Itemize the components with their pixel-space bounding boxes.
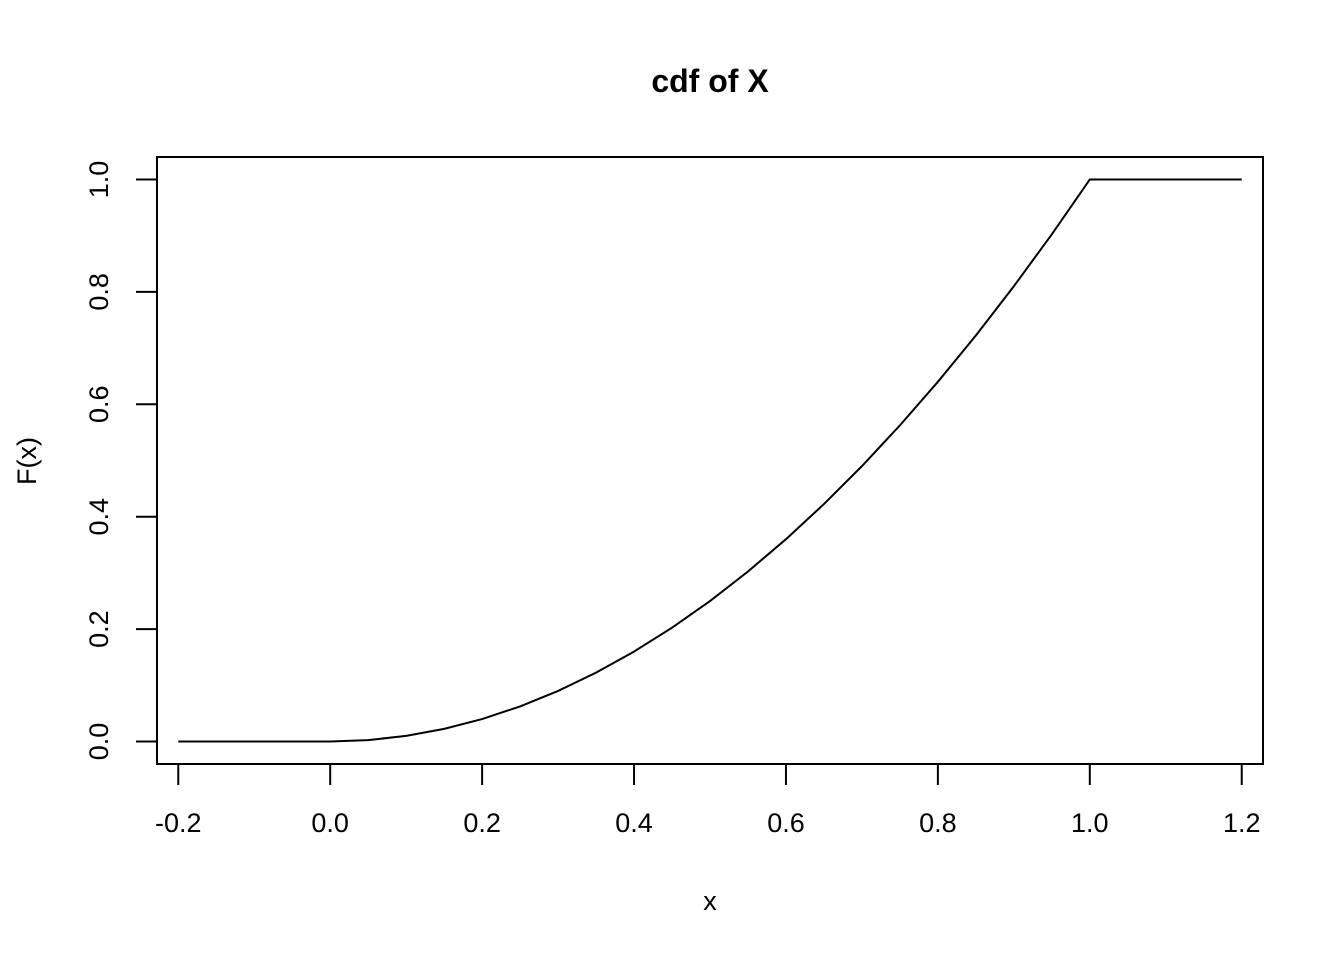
y-tick-label: 0.0 bbox=[84, 723, 114, 761]
x-axis-label: x bbox=[703, 886, 717, 916]
y-tick-label: 1.0 bbox=[84, 161, 114, 199]
y-tick-label: 0.8 bbox=[84, 273, 114, 311]
x-tick-label: 1.2 bbox=[1223, 808, 1261, 838]
plot-frame bbox=[156, 156, 1264, 765]
x-tick-label: 0.0 bbox=[311, 808, 349, 838]
y-tick-label: 0.4 bbox=[84, 498, 114, 536]
x-tick-label: 0.4 bbox=[615, 808, 653, 838]
y-axis-label: F(x) bbox=[12, 437, 42, 485]
y-axis: 0.0 0.2 0.4 0.6 0.8 1.0 bbox=[84, 161, 158, 761]
x-tick-label: 1.0 bbox=[1071, 808, 1109, 838]
x-tick-label: -0.2 bbox=[155, 808, 202, 838]
chart-title: cdf of X bbox=[651, 63, 769, 99]
x-axis: -0.2 0.0 0.2 0.4 0.6 0.8 1.0 1.2 bbox=[155, 763, 1261, 838]
x-tick-label: 0.8 bbox=[919, 808, 957, 838]
x-tick-label: 0.2 bbox=[463, 808, 501, 838]
x-tick-label: 0.6 bbox=[767, 808, 805, 838]
y-tick-label: 0.6 bbox=[84, 386, 114, 424]
series-line bbox=[178, 178, 1242, 743]
y-tick-label: 0.2 bbox=[84, 610, 114, 648]
series-group bbox=[178, 178, 1242, 743]
